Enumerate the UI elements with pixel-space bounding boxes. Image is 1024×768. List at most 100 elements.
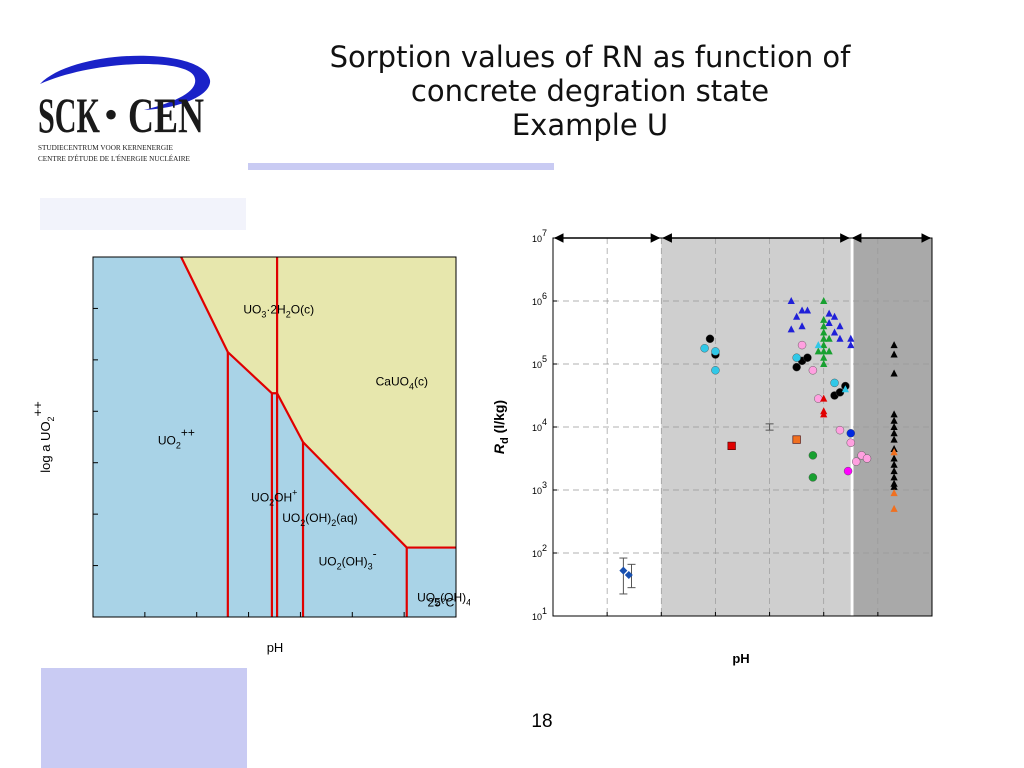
data-point-triangle (820, 360, 828, 367)
data-point-circle (835, 425, 845, 435)
data-point-circle (830, 378, 839, 388)
y-axis-label-text: Rd (l/kg) (491, 400, 511, 454)
y-tick-label: 104 (532, 417, 547, 433)
data-point-circle (808, 366, 818, 375)
data-point-triangle (793, 312, 801, 320)
solid-region (181, 257, 456, 548)
data-point-circle (700, 344, 709, 353)
data-point-triangle (787, 297, 795, 304)
data-point-triangle (890, 423, 898, 430)
plot-area (93, 256, 456, 617)
y-tick-label: 102 (532, 543, 547, 559)
data-point-triangle (825, 347, 833, 355)
logo-subtitle-nl: STUDIECENTRUM VOOR KERNENERGIE (38, 144, 173, 152)
region-labels: UO3·2H2O(c) CaUO4(c) UO2++ UO2OH+ UO2(OH)2(a… (158, 303, 470, 610)
page-number: 18 (531, 711, 553, 732)
grid (553, 238, 932, 616)
data-point-triangle (830, 328, 839, 336)
region-label: UO2(OH)3- (319, 547, 377, 572)
data-point-triangle (890, 489, 898, 497)
data-point-circle (803, 353, 812, 362)
data-point-triangle (820, 410, 828, 418)
uranium-speciation-diagram: UO3·2H2O(c) CaUO4(c) UO2++ UO2OH+ UO2(OH)2(a… (30, 256, 470, 655)
data-point-triangle (814, 347, 822, 355)
x-axis-label: pH (732, 651, 749, 666)
data-point-circle (808, 451, 818, 460)
data-point-triangle (803, 306, 812, 314)
data-point-triangle (787, 325, 795, 333)
data-point-triangle (847, 341, 855, 349)
data-point-triangle (814, 341, 822, 349)
y-tick-label: 106 (532, 291, 547, 307)
title-underline-bar (248, 163, 554, 170)
data-point-circle (711, 366, 720, 375)
footer-decor-block (41, 668, 247, 768)
data-point-triangle (890, 410, 898, 418)
y-axis-label: Rd (l/kg) (491, 400, 511, 454)
y-tick-label: 107 (532, 228, 547, 244)
x-axis-label: pH (267, 640, 284, 655)
data-point-triangle (890, 454, 898, 462)
data-point-circle (797, 340, 807, 350)
region-label: CaUO4(c) (376, 375, 428, 392)
data-point-circle (711, 347, 720, 356)
data-point-triangle (890, 448, 898, 456)
y-axis-label-text: log a UO2++ (30, 401, 56, 473)
data-point-triangle (825, 334, 833, 342)
data-point-square (792, 435, 801, 444)
data-point-triangle (820, 328, 828, 336)
data-point-triangle (890, 435, 898, 443)
data-point-circle (846, 438, 855, 447)
data-point-circle (835, 388, 845, 397)
logo-swirl (40, 55, 211, 110)
y-axis-label: log a UO2++ (30, 401, 56, 473)
region-label: UO2(OH)4-- (417, 583, 470, 608)
data-point-triangle (836, 334, 844, 342)
data-point-triangle (841, 385, 849, 393)
state-band (850, 238, 854, 616)
data-point-triangle (890, 341, 898, 349)
data-point-triangle (798, 322, 806, 330)
data-point-triangle (890, 460, 898, 468)
data-point-triangle (820, 322, 828, 330)
data-point-circle (792, 362, 801, 372)
data-point-triangle (890, 416, 898, 424)
data-point-triangle (890, 369, 898, 377)
axes: 101 102 103 104 105 106 107 (532, 228, 933, 622)
data-point-triangle (890, 429, 898, 437)
region-label: UO2++ (158, 426, 195, 451)
data-point-triangle (820, 297, 828, 304)
data-point-triangle (820, 315, 828, 323)
data-point-triangle (820, 353, 828, 361)
rd-vs-ph-chart: 101 102 103 104 105 106 107 pH Rd (l/kg) (491, 228, 933, 666)
data-point-circle (852, 457, 861, 466)
data-point-triangle (825, 319, 833, 327)
logo-dot: • (104, 92, 118, 137)
data-point-triangle (820, 347, 828, 355)
data-point-triangle (836, 322, 844, 330)
data-point-square (727, 441, 736, 451)
data-point-circle (846, 429, 855, 438)
data-point-diamond (624, 571, 633, 580)
data-point-triangle (825, 309, 833, 317)
logo-text-sck: SCK (38, 87, 100, 143)
data-point-circle (705, 334, 715, 344)
region-label: UO2OH+ (251, 487, 297, 507)
data-point-diamond (619, 566, 628, 575)
logo-subtitle-fr: CENTRE D'ÉTUDE DE L'ÉNERGIE NUCLÉAIRE (38, 153, 191, 163)
y-tick-label: 103 (532, 480, 547, 496)
plot-frame (92, 256, 457, 618)
slide-title: Sorption values of RN as function of con… (250, 40, 930, 142)
data-point-circle (808, 473, 818, 482)
y-tick-label: 101 (532, 606, 547, 622)
data-point-triangle (890, 350, 898, 358)
data-point-triangle (847, 334, 855, 342)
data-point-triangle (820, 394, 828, 402)
slide-title-line-3: Example U (511, 108, 669, 142)
axes (92, 256, 457, 618)
sck-cen-logo: SCK • CEN STUDIECENTRUM VOOR KERNENERGIE… (38, 55, 211, 163)
slide-title-line-2: concrete degration state (410, 74, 770, 108)
data-point-triangle (820, 341, 828, 349)
data-points (619, 297, 898, 580)
data-point-circle (843, 466, 853, 476)
